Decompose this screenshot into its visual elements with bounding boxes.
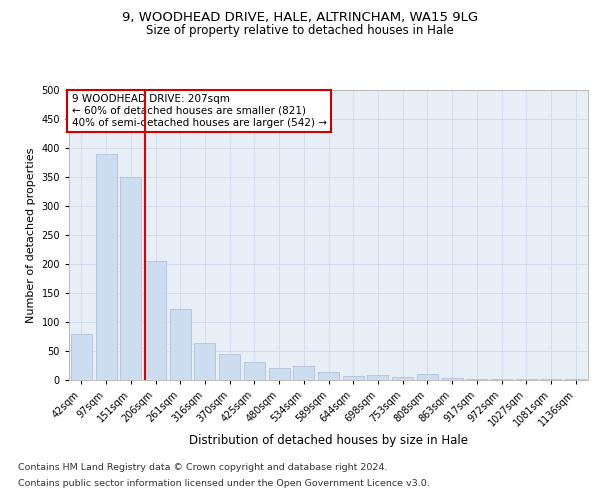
Bar (318, 372, 339, 380)
Y-axis label: Number of detached properties: Number of detached properties (26, 148, 36, 322)
Bar (392, 376, 413, 380)
Bar (269, 368, 290, 380)
Text: 9, WOODHEAD DRIVE, HALE, ALTRINCHAM, WA15 9LG: 9, WOODHEAD DRIVE, HALE, ALTRINCHAM, WA1… (122, 11, 478, 24)
Bar (367, 376, 388, 380)
Bar (95, 154, 116, 380)
Bar (244, 362, 265, 380)
X-axis label: Distribution of detached houses by size in Hale: Distribution of detached houses by size … (189, 434, 468, 447)
Bar (343, 376, 364, 380)
Bar (491, 379, 512, 380)
Bar (442, 378, 463, 380)
Bar (293, 366, 314, 380)
Bar (466, 379, 487, 380)
Bar (120, 177, 141, 380)
Text: Contains HM Land Registry data © Crown copyright and database right 2024.: Contains HM Land Registry data © Crown c… (18, 464, 388, 472)
Bar (170, 309, 191, 380)
Text: Contains public sector information licensed under the Open Government Licence v3: Contains public sector information licen… (18, 478, 430, 488)
Bar (145, 261, 166, 380)
Bar (194, 344, 215, 380)
Text: Size of property relative to detached houses in Hale: Size of property relative to detached ho… (146, 24, 454, 37)
Bar (219, 354, 240, 380)
Text: 9 WOODHEAD DRIVE: 207sqm
← 60% of detached houses are smaller (821)
40% of semi-: 9 WOODHEAD DRIVE: 207sqm ← 60% of detach… (71, 94, 326, 128)
Bar (417, 374, 438, 380)
Bar (71, 334, 92, 380)
